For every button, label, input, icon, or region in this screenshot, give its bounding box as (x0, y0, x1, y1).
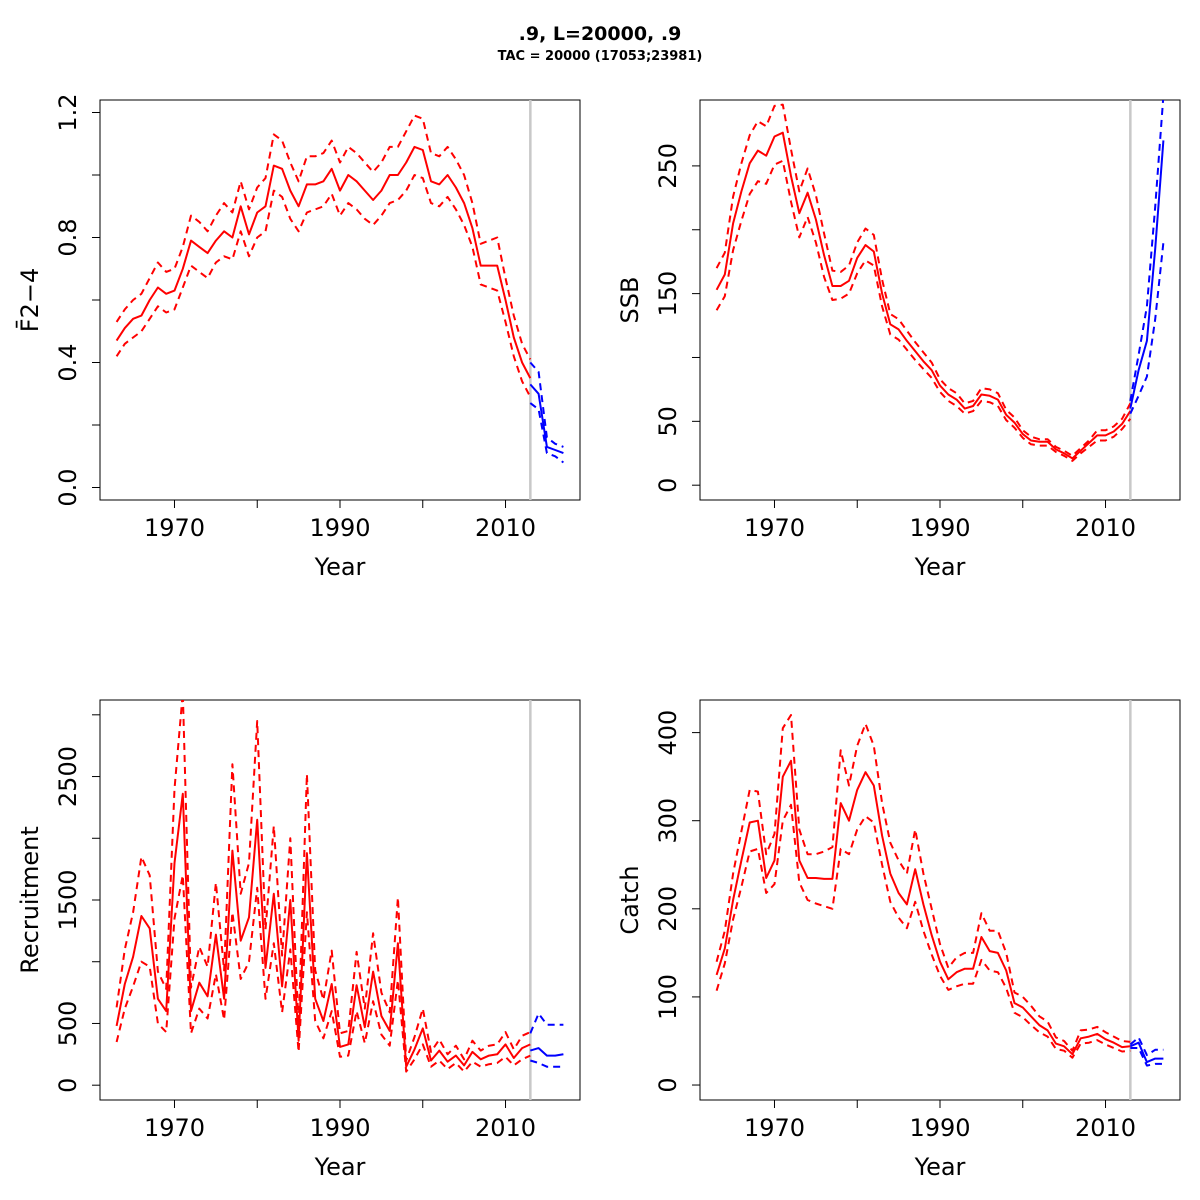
y-tick-label: 100 (654, 974, 682, 1020)
y-axis-label: Recruitment (16, 826, 44, 973)
series-forecast-lower (1130, 1047, 1164, 1067)
x-tick-label: 2010 (475, 514, 536, 542)
x-axis-label: Year (314, 553, 366, 581)
series-estimate (715, 131, 1132, 460)
y-tick-label: 0 (654, 1077, 682, 1092)
panel-fbar: 1970 1990 2010 0.0 0.4 0.8 1.2 Year F̄2−4 (15, 93, 581, 581)
series-forecast-lower (529, 402, 565, 464)
x-tick-label: 1970 (144, 1114, 205, 1142)
series-upper (115, 114, 532, 360)
series-estimate (115, 792, 531, 1068)
x-tick-label: 1990 (309, 514, 370, 542)
x-tick-label: 1970 (744, 514, 805, 542)
series-forecast (529, 383, 564, 455)
panel-ssb: 1970 1990 2010 0 50 150 250 Year SSB (616, 99, 1181, 581)
x-tick-label: 1970 (144, 514, 205, 542)
x-tick-label: 1990 (309, 1114, 370, 1142)
panel-catch: 1970 1990 2010 0 100 200 300 400 Year Catch (616, 699, 1181, 1181)
x-tick-label: 1970 (744, 1114, 805, 1142)
series-forecast-lower (1129, 242, 1165, 415)
series-estimate (115, 145, 532, 379)
y-tick-label: 500 (54, 1001, 82, 1047)
series-group (715, 100, 1165, 462)
y-axis-label: F̄2−4 (15, 268, 44, 332)
series-forecast-upper (529, 361, 564, 448)
x-tick-label: 1990 (909, 514, 970, 542)
series-forecast (1129, 140, 1165, 409)
series-forecast-upper (1129, 1036, 1164, 1057)
y-tick-label: 2500 (54, 746, 82, 807)
figure-title: .9, L=20000, .9 (519, 23, 682, 45)
y-tick-label: 150 (654, 271, 682, 317)
x-tick-label: 1990 (909, 1114, 970, 1142)
series-upper (715, 103, 1132, 457)
x-axis-label: Year (914, 553, 966, 581)
x-axis-label: Year (914, 1153, 966, 1181)
chart-panels: 1970 1990 2010 0.0 0.4 0.8 1.2 Year F̄2−4 1970 199… (15, 93, 1181, 1181)
y-tick-label: 50 (654, 406, 682, 437)
series-lower (115, 874, 531, 1073)
series-forecast (1129, 1041, 1164, 1064)
series-forecast-upper (529, 1012, 564, 1034)
y-tick-label: 1.2 (54, 93, 82, 131)
panel-recruitment: 1970 1990 2010 0 500 1500 2500 Year Recruitment (16, 699, 581, 1181)
series-forecast-upper (1129, 100, 1165, 402)
y-tick-label: 0 (654, 478, 682, 493)
y-tick-label: 200 (654, 886, 682, 932)
x-tick-label: 2010 (475, 1114, 536, 1142)
series-group (115, 700, 564, 1073)
x-tick-label: 2010 (1075, 514, 1136, 542)
series-upper (715, 714, 1131, 1052)
y-tick-label: 300 (654, 798, 682, 844)
series-upper (115, 700, 531, 1062)
y-tick-label: 250 (654, 143, 682, 189)
y-tick-label: 0.0 (54, 468, 82, 506)
y-axis-label: Catch (616, 865, 644, 934)
series-group (715, 714, 1164, 1067)
series-forecast-lower (530, 1059, 564, 1068)
figure-subtitle: TAC = 20000 (17053;23981) (498, 49, 703, 64)
series-estimate (715, 759, 1131, 1056)
series-group (115, 114, 565, 464)
y-tick-label: 0.8 (54, 218, 82, 256)
y-tick-label: 400 (654, 710, 682, 756)
y-tick-label: 1500 (54, 869, 82, 930)
series-forecast (530, 1047, 564, 1057)
x-tick-label: 2010 (1075, 1114, 1136, 1142)
series-lower (715, 803, 1131, 1059)
series-lower (115, 174, 532, 398)
series-lower (715, 159, 1132, 462)
x-axis-label: Year (314, 1153, 366, 1181)
y-tick-label: 0 (54, 1078, 82, 1093)
y-axis-label: SSB (616, 277, 644, 324)
y-tick-label: 0.4 (54, 343, 82, 381)
